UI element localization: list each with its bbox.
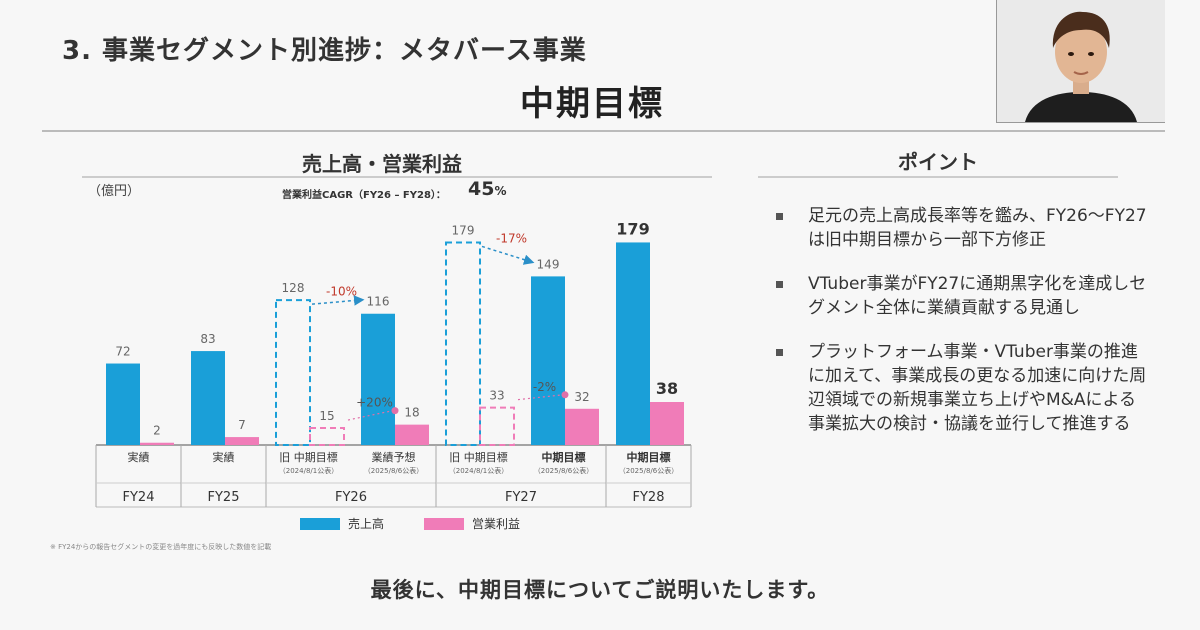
column-note: （2024/8/1公表） xyxy=(449,466,508,475)
change-label: -10% xyxy=(326,285,357,299)
legend-profit-label: 営業利益 xyxy=(472,517,520,531)
points-list: 足元の売上高成長率等を鑑み、FY26〜FY27は旧中期目標から一部下方修正 VT… xyxy=(770,204,1150,456)
revenue-data-label: 149 xyxy=(537,257,560,271)
column-label: 中期目標 xyxy=(542,450,586,464)
profit-data-label: 33 xyxy=(489,389,504,403)
profit-bar xyxy=(309,427,345,447)
revenue-data-label: 83 xyxy=(200,332,215,346)
subtitle-caption: 最後に、中期目標についてご説明いたします。 xyxy=(370,578,830,602)
group-label: FY27 xyxy=(505,490,537,505)
column-note: （2025/8/6公表） xyxy=(534,466,593,475)
column-label: 実績 xyxy=(128,450,150,464)
change-arrow xyxy=(481,245,535,265)
column-note: （2025/8/6公表） xyxy=(619,466,678,475)
change-label: +20% xyxy=(356,396,393,410)
chart-section-title: 売上高・営業利益 xyxy=(302,152,462,176)
profit-bar xyxy=(395,424,429,445)
legend-revenue-swatch xyxy=(300,518,340,530)
profit-data-label: 2 xyxy=(153,424,161,438)
group-label: FY25 xyxy=(208,490,240,505)
revenue-bar xyxy=(275,299,311,446)
profit-data-label: 32 xyxy=(574,390,589,404)
column-note: （2025/8/6公表） xyxy=(364,466,423,475)
revenue-data-label: 128 xyxy=(282,281,305,295)
revenue-data-label: 179 xyxy=(616,219,649,238)
change-arrow-dot xyxy=(391,407,399,415)
profit-data-label: 38 xyxy=(656,379,678,398)
header-divider xyxy=(42,130,1165,132)
points-section-title: ポイント xyxy=(898,150,978,174)
legend-revenue-label: 売上高 xyxy=(348,516,384,531)
revenue-bar xyxy=(106,363,140,445)
group-label: FY28 xyxy=(633,490,665,505)
cagr-value: 45% xyxy=(468,178,506,200)
footnote: ※ FY24からの報告セグメントの変更を過年度にも反映した数値を記載 xyxy=(50,543,272,551)
change-label: -17% xyxy=(496,231,527,245)
revenue-data-label: 179 xyxy=(452,223,475,237)
slide-subtitle: 中期目標 xyxy=(520,84,664,124)
revenue-data-label: 72 xyxy=(115,345,130,359)
group-label: FY26 xyxy=(335,490,367,505)
group-label: FY24 xyxy=(123,490,155,505)
profit-bar xyxy=(565,408,599,445)
cagr-unit: % xyxy=(494,184,507,198)
revenue-bar xyxy=(445,241,481,446)
point-item: 足元の売上高成長率等を鑑み、FY26〜FY27は旧中期目標から一部下方修正 xyxy=(770,204,1150,252)
column-label: 旧 中期目標 xyxy=(279,450,338,464)
profit-bar xyxy=(140,442,174,445)
profit-bar xyxy=(479,406,515,447)
change-label: -2% xyxy=(533,380,556,394)
slide-title: 3. 事業セグメント別進捗：メタバース事業 xyxy=(62,36,587,66)
profit-data-label: 7 xyxy=(238,418,246,432)
presenter-avatar-icon xyxy=(997,0,1165,122)
revenue-data-label: 116 xyxy=(367,295,390,309)
presenter-video xyxy=(996,0,1165,123)
profit-data-label: 15 xyxy=(319,409,334,423)
column-note: （2024/8/1公表） xyxy=(279,466,338,475)
points-section-underline xyxy=(758,176,1118,178)
column-label: 業績予想 xyxy=(372,450,416,464)
point-item: VTuber事業がFY27に通期黒字化を達成しセグメント全体に業績貢献する見通し xyxy=(770,272,1150,320)
point-item: プラットフォーム事業・VTuber事業の推進に加えて、事業成長の更なる加速に向け… xyxy=(770,340,1150,436)
change-arrow xyxy=(311,295,365,306)
profit-data-label: 18 xyxy=(404,406,419,420)
chart-unit: （億円） xyxy=(88,184,141,199)
profit-bar xyxy=(225,437,259,445)
legend-profit-swatch xyxy=(424,518,464,530)
chart-section-underline xyxy=(82,176,712,178)
column-label: 旧 中期目標 xyxy=(449,450,508,464)
change-arrow-dot xyxy=(561,391,569,399)
profit-bar xyxy=(650,402,684,445)
column-label: 実績 xyxy=(213,450,235,464)
revenue-bar xyxy=(191,351,225,445)
revenue-bar xyxy=(531,276,565,445)
cagr-label: 営業利益CAGR（FY26 – FY28）： xyxy=(282,190,446,201)
revenue-bar xyxy=(361,313,395,445)
cagr-number: 45 xyxy=(468,178,495,200)
column-label: 中期目標 xyxy=(627,450,671,464)
revenue-bar xyxy=(616,242,650,445)
